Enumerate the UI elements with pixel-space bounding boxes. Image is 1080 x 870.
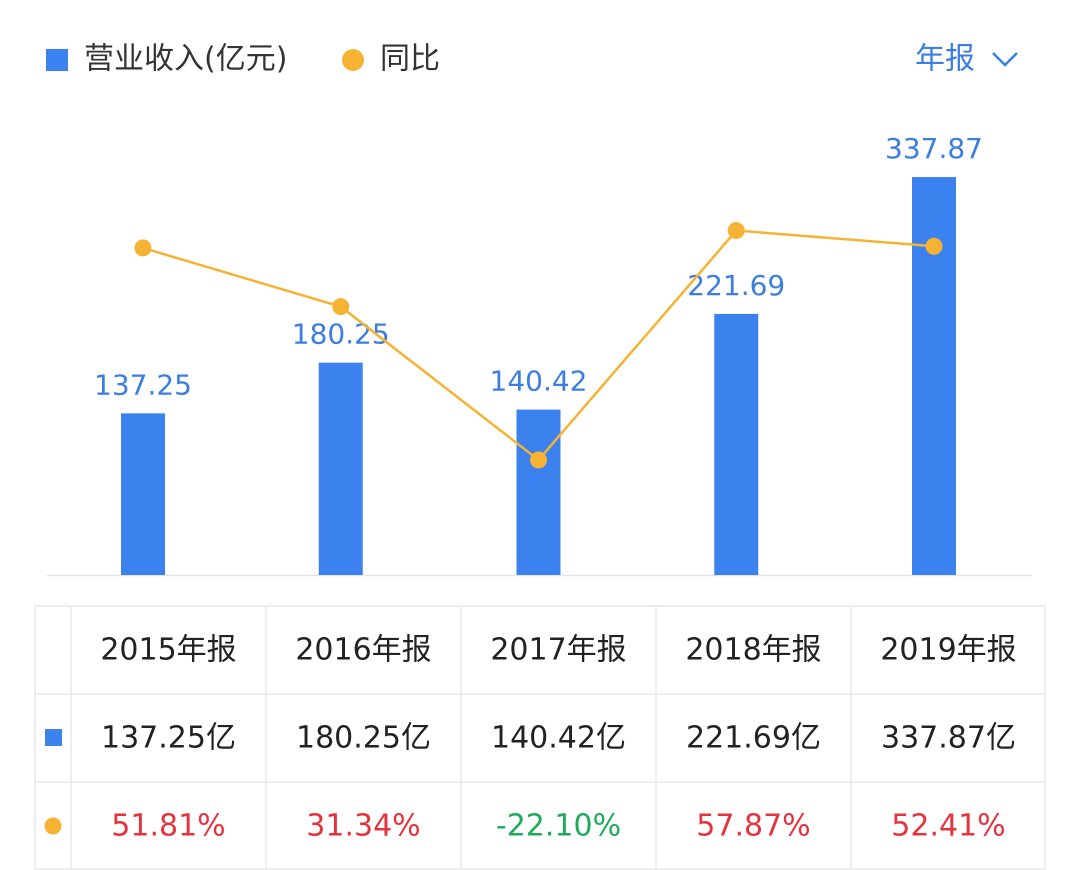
table-header: 2015年报 (100, 633, 236, 668)
data-label: 337.87 (885, 132, 983, 165)
table-growth: 52.41% (891, 809, 1005, 844)
table-value: 137.25亿 (101, 721, 236, 756)
bar (912, 177, 956, 576)
table-header: 2016年报 (295, 633, 431, 668)
legend-label: 同比 (380, 42, 440, 77)
table-growth: 57.87% (696, 809, 810, 844)
table-growth: 31.34% (306, 809, 420, 844)
data-label: 137.25 (94, 368, 192, 401)
table-swatch (44, 817, 62, 835)
line-point (134, 239, 152, 257)
data-label: 221.69 (687, 269, 785, 302)
table-header: 2019年报 (880, 633, 1016, 668)
table-growth: 51.81% (111, 809, 225, 844)
table-header: 2018年报 (685, 633, 821, 668)
line-point (332, 298, 350, 316)
bar (121, 413, 165, 575)
table-grid (34, 605, 1046, 870)
line-point (530, 451, 547, 469)
line-point (727, 222, 745, 240)
table-growth: -22.10% (496, 809, 621, 844)
table-value: 140.42亿 (491, 721, 626, 756)
table-header: 2017年报 (490, 633, 626, 668)
period-selector[interactable]: 年报 (915, 42, 1018, 77)
bar (318, 362, 363, 575)
table-value: 221.69亿 (686, 721, 821, 756)
bar (714, 313, 759, 575)
legend-swatch (342, 49, 364, 71)
table-swatch (45, 729, 62, 746)
line-point (925, 237, 943, 255)
bar (516, 409, 561, 575)
table-value: 180.25亿 (296, 721, 431, 756)
chevron[interactable] (992, 52, 1018, 67)
table-border (34, 605, 1046, 870)
data-label: 180.25 (292, 318, 390, 351)
period-label[interactable]: 年报 (915, 42, 975, 77)
legend-label: 营业收入(亿元) (84, 42, 287, 77)
data-label: 140.42 (490, 365, 588, 398)
table-value: 337.87亿 (881, 721, 1016, 756)
legend-swatch (46, 49, 68, 71)
